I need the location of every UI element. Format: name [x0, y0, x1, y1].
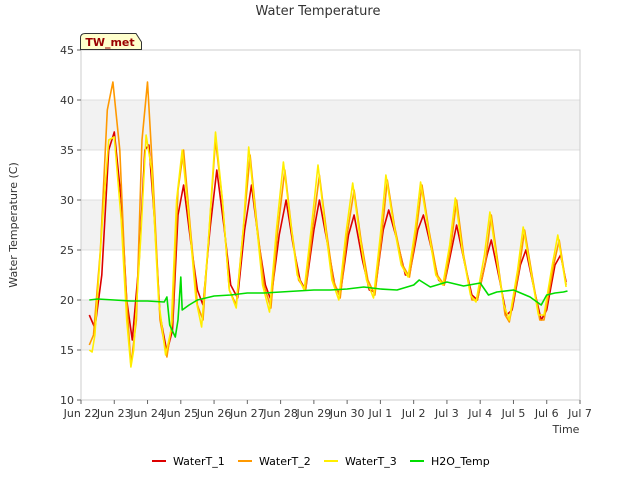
chart-title: Water Temperature: [256, 4, 381, 19]
series-line-h2o-temp: [89, 276, 568, 338]
site-badge-label: TW_met: [85, 36, 134, 49]
plot-band: [81, 350, 580, 400]
y-tick-label: 25: [60, 244, 74, 257]
y-tick-label: 35: [60, 144, 74, 157]
x-tick-label: Jun 28: [262, 407, 298, 420]
x-tick-label: Jun 23: [96, 407, 132, 420]
y-axis-label: Water Temperature (C): [7, 162, 20, 287]
y-tick-label: 30: [60, 194, 74, 207]
x-tick-label: Jul 5: [501, 407, 526, 420]
plot-frame: [80, 49, 581, 401]
x-tick-label: Jun 26: [196, 407, 232, 420]
legend-label-watert-1: WaterT_1: [173, 455, 225, 468]
y-axis-ticks: 10 15 20 25 30 35 40 45: [60, 44, 81, 407]
site-badge-box: [80, 33, 142, 50]
x-tick-label: Jun 29: [296, 407, 332, 420]
series-line-watert-3: [88, 131, 567, 368]
y-tick-label: 15: [60, 344, 74, 357]
legend: WaterT_1 WaterT_2 WaterT_3 H2O_Temp: [152, 455, 490, 468]
x-tick-label: Jun 24: [129, 407, 165, 420]
x-tick-label: Jun 30: [329, 407, 365, 420]
plot-band: [81, 150, 580, 200]
plot-band: [81, 50, 580, 100]
plot-band: [81, 200, 580, 250]
legend-label-watert-2: WaterT_2: [259, 455, 311, 468]
site-badge: TW_met: [80, 33, 142, 50]
legend-label-h2o-temp: H2O_Temp: [431, 455, 490, 468]
plot-band: [81, 100, 580, 150]
x-tick-label: Jul 1: [368, 407, 393, 420]
legend-label-watert-3: WaterT_3: [345, 455, 397, 468]
x-axis-label: Time: [552, 423, 580, 436]
y-tick-label: 20: [60, 294, 74, 307]
x-tick-label: Jul 7: [567, 407, 592, 420]
y-tick-label: 40: [60, 94, 74, 107]
x-tick-label: Jul 4: [467, 407, 492, 420]
x-tick-label: Jul 3: [434, 407, 459, 420]
x-tick-label: Jun 25: [162, 407, 198, 420]
y-tick-label: 45: [60, 44, 74, 57]
x-tick-label: Jul 2: [401, 407, 426, 420]
x-tick-label: Jul 6: [534, 407, 559, 420]
x-tick-label: Jun 22: [63, 407, 99, 420]
y-tick-label: 10: [60, 394, 74, 407]
series-lines: [88, 81, 568, 368]
x-tick-label: Jun 27: [229, 407, 265, 420]
